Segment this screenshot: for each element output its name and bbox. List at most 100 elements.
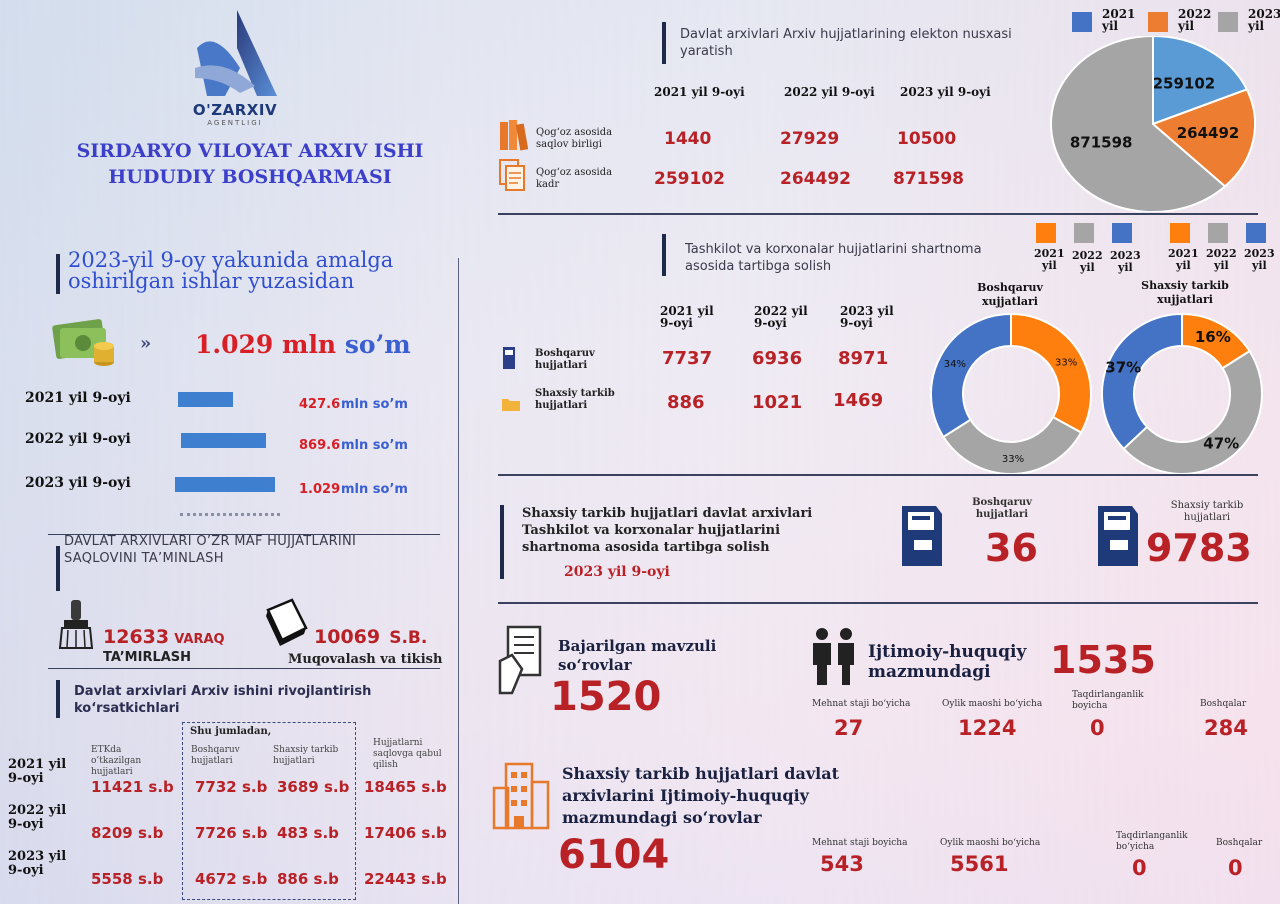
preservation-divider (48, 534, 440, 535)
personal-social-item-label: Mehnat staji boyicha (812, 838, 907, 849)
personal-social-item-label: Boshqalar (1216, 838, 1262, 849)
personal-social-item-label-line: Oylik maoshi bo‘yicha (940, 838, 1041, 848)
pie-slice (1151, 88, 1256, 188)
donut2-title: Shaxsiy tarkib xujjatlari (1130, 279, 1240, 307)
legend-label-line2: yil (1248, 19, 1265, 33)
contracts-year-line1: 2023 yil (840, 304, 894, 318)
social-item-value: 0 (1090, 716, 1105, 740)
donut-legend-swatch (1112, 223, 1132, 243)
contracts-divider (498, 474, 1258, 476)
repair-stat: 12633 VARAQ (103, 626, 225, 648)
development-row-year-line2: 9-oyi (8, 863, 44, 878)
personal-social-item-label: Oylik maoshi bo‘yicha (940, 838, 1040, 849)
personal-item2-label: Shaxsiy tarkib hujjatlari (1162, 500, 1252, 524)
pie-slice-label: 264492 (1177, 124, 1240, 142)
contracts-row-label-line1: Boshqaruv (535, 348, 595, 359)
contracts-year-line2: 9-oyi (754, 316, 787, 330)
personal-social-value: 6104 (558, 832, 670, 878)
development-cell: 8209 s.b (91, 824, 164, 842)
personal-social-item-value: 543 (820, 852, 864, 876)
donut-legend-label: 2022 yil (1206, 248, 1237, 272)
personal-social-item-value: 0 (1228, 856, 1243, 880)
social-value: 1535 (1050, 638, 1156, 682)
pie-slice (1152, 36, 1249, 126)
personal-social-item-label-line: Mehnat staji boyicha (812, 838, 908, 848)
building-icon (492, 758, 550, 830)
donut-slice-label: 47% (1203, 435, 1239, 453)
binding-num: 10069 (314, 626, 381, 648)
development-divider (48, 668, 440, 669)
contracts-row-label-line1: Shaxsiy tarkib (535, 388, 615, 399)
digital-year-header: 2023 yil 9-oyi (900, 85, 991, 99)
org-title-line2: HUDUDIY BOSHQARMASI (108, 166, 392, 188)
summary-row-num: 869.6 (299, 438, 341, 453)
personal-item2-label-line1: Shaxsiy tarkib (1170, 500, 1244, 511)
digital-value: 10500 (897, 129, 957, 149)
contracts-value: 1469 (833, 390, 884, 411)
summary-bar (175, 477, 275, 492)
development-column-header: Shaxsiy tarkib hujjatlari (273, 745, 339, 766)
personal-heading-line1: Shaxsiy tarkib hujjatlari davlat arxivla… (522, 506, 813, 521)
digital-heading-line2: yaratish (680, 44, 733, 59)
contracts-value: 1021 (752, 392, 803, 413)
donut-legend-label: 2023 yil (1244, 248, 1275, 272)
clipboard-hand-icon (498, 625, 546, 695)
donut-legend-label: 2022 yil (1072, 250, 1103, 274)
donut-legend-label-line1: 2022 (1206, 247, 1237, 260)
contracts-value: 6936 (752, 348, 803, 369)
social-item-label: Boshqalar (1200, 699, 1246, 710)
binding-stat: 10069 S.B. (314, 626, 427, 648)
digital-year-header: 2022 yil 9-oyi (784, 85, 875, 99)
development-cell: 22443 s.b (364, 870, 447, 888)
development-column-header: Boshqaruv hujjatlari (191, 745, 240, 766)
preservation-heading: DAVLAT ARXIVLARI O’ZR MAF HUJJATLARINI S… (64, 533, 356, 567)
social-label-line2: mazmundagi (868, 662, 991, 682)
contracts-heading-line2: asosida tartibga solish (685, 259, 832, 274)
legend-label-line1: 2022 (1178, 7, 1212, 21)
summary-heading: 2023-yil 9-oy yakunida amalga oshirilgan… (68, 250, 393, 292)
contracts-row-label: Boshqaruv hujjatlari (535, 348, 595, 372)
contracts-row-label: Shaxsiy tarkib hujjatlari (535, 388, 615, 412)
digital-value: 264492 (780, 169, 851, 189)
donut1-title: Boshqaruv xujjatlari (960, 281, 1060, 309)
donut-legend-swatch (1208, 223, 1228, 243)
digital-heading-bar (662, 22, 666, 64)
pie-slice-label: 871598 (1070, 133, 1133, 151)
digital-value: 1440 (664, 129, 712, 149)
donut-legend-label-line1: 2022 (1072, 249, 1103, 262)
development-row-year-line2: 9-oyi (8, 817, 44, 832)
donut-legend-label: 2021 yil (1168, 248, 1199, 272)
personal-social-item-value: 0 (1132, 856, 1147, 880)
social-item-value: 284 (1204, 716, 1248, 740)
folder-yellow-icon (502, 396, 520, 411)
logo-icon (195, 10, 277, 96)
pie-slice-label: 259102 (1153, 75, 1216, 93)
digital-row-label-line2: saqlov birligi (536, 139, 602, 150)
social-item-value: 27 (834, 716, 864, 740)
donut-legend-label: 2023 yil (1110, 250, 1141, 274)
personal-social-item-label-line: Boshqalar (1216, 838, 1263, 848)
donut-legend-label-line1: 2023 (1244, 247, 1275, 260)
development-row-year: 2022 yil 9-oyi (8, 804, 66, 832)
archive-box-icon-2 (1094, 500, 1142, 568)
donut-slice (1122, 349, 1263, 475)
thematic-label: Bajarilgan mavzuli so‘rovlar (558, 637, 716, 675)
preservation-heading-line2: SAQLOVINI TA’MINLASH (64, 551, 224, 566)
personal-heading-line3: shartnoma asosida tartibga solish (522, 540, 770, 555)
personal-social-item-label: Taqdirlanganlik bo‘yicha (1116, 831, 1188, 853)
digital-heading-line1: Davlat arxivlari Arxiv hujjatlarining el… (680, 27, 1012, 42)
digital-value: 871598 (893, 169, 964, 189)
personal-divider (498, 602, 1258, 604)
legend-label: 2021 yil (1102, 8, 1135, 32)
donut-slice (942, 415, 1083, 475)
donut-legend-label-line1: 2023 (1110, 249, 1141, 262)
legend-label: 2023 yil (1248, 8, 1280, 32)
donut-slice-label: 33% (1002, 454, 1024, 465)
digital-row-label: Qog‘oz asosida kadr (536, 167, 612, 191)
development-cell: 17406 s.b (364, 824, 447, 842)
personal-heading: Shaxsiy tarkib hujjatlari davlat arxivla… (522, 505, 812, 556)
social-item-label-line: Oylik maoshi bo‘yicha (942, 699, 1043, 709)
donut-legend-swatch (1036, 223, 1056, 243)
donut-slice-label: 33% (1055, 357, 1077, 368)
personal-item1-label-line1: Boshqaruv (972, 497, 1032, 508)
